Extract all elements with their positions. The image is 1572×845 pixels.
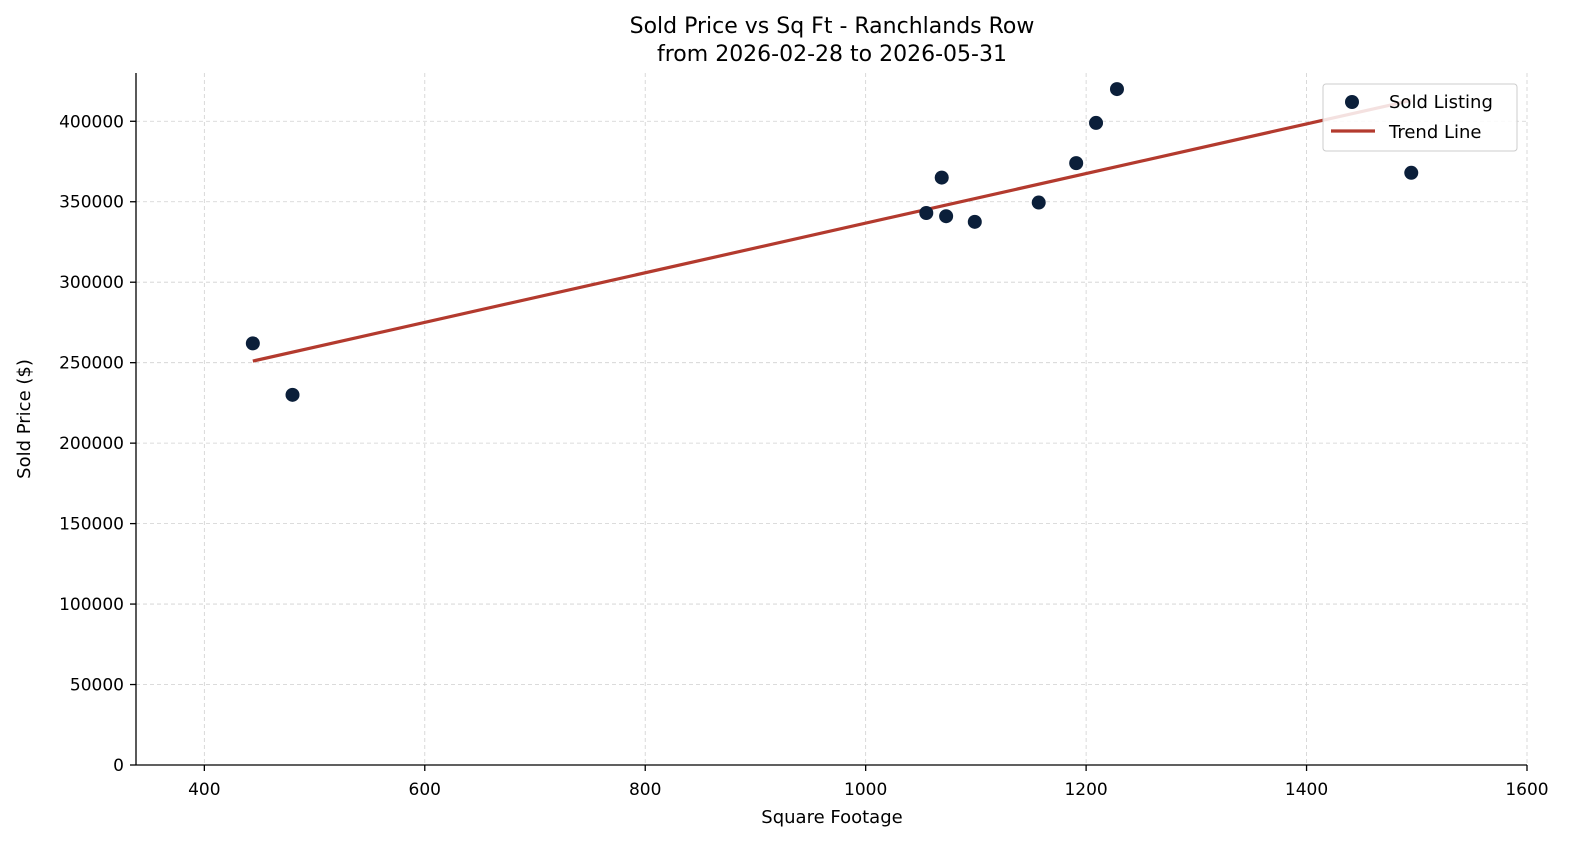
data-point	[245, 336, 260, 351]
trend-line-layer	[252, 98, 1412, 363]
y-tick-label: 100000	[59, 595, 124, 615]
chart-subtitle: from 2026-02-28 to 2026-05-31	[657, 42, 1007, 67]
x-axis-label: Square Footage	[761, 807, 902, 828]
data-point	[1031, 195, 1046, 210]
chart-title: Sold Price vs Sq Ft - Ranchlands Row	[630, 14, 1035, 39]
x-axis-ticks: 400 600 800 1000 1200 1400 1600	[188, 765, 1549, 800]
y-axis-label: Sold Price ($)	[14, 359, 35, 479]
legend: Sold Listing Trend Line	[1322, 83, 1518, 152]
y-tick-label: 0	[113, 756, 124, 776]
legend-label-trend-line: Trend Line	[1388, 122, 1482, 143]
trend-line	[252, 98, 1412, 363]
grid-lines	[136, 73, 1528, 766]
legend-marker-sold-listing	[1345, 95, 1359, 109]
legend-label-sold-listing: Sold Listing	[1389, 92, 1493, 113]
data-point	[1109, 82, 1124, 97]
x-tick-label: 1600	[1505, 780, 1548, 800]
y-tick-label: 50000	[70, 676, 124, 696]
data-point	[919, 206, 934, 221]
data-point	[1404, 165, 1419, 180]
data-point	[939, 209, 954, 224]
y-tick-label: 350000	[59, 193, 124, 213]
x-tick-label: 600	[409, 780, 441, 800]
x-tick-label: 1000	[844, 780, 887, 800]
x-tick-label: 1400	[1285, 780, 1328, 800]
data-points-layer	[245, 82, 1419, 402]
data-point	[1089, 115, 1104, 130]
x-tick-label: 400	[188, 780, 220, 800]
y-tick-label: 400000	[59, 112, 124, 132]
data-point	[934, 170, 949, 185]
legend-box	[1322, 83, 1518, 152]
y-tick-label: 250000	[59, 354, 124, 374]
x-tick-label: 800	[629, 780, 661, 800]
y-axis-ticks: 0 50000 100000 150000 200000 250000 300000 3500…	[59, 112, 136, 776]
y-tick-label: 150000	[59, 515, 124, 535]
y-tick-label: 200000	[59, 434, 124, 454]
x-tick-label: 1200	[1064, 780, 1107, 800]
data-point	[1069, 156, 1084, 171]
data-point	[967, 214, 982, 229]
y-tick-label: 300000	[59, 273, 124, 293]
data-point	[285, 387, 300, 402]
